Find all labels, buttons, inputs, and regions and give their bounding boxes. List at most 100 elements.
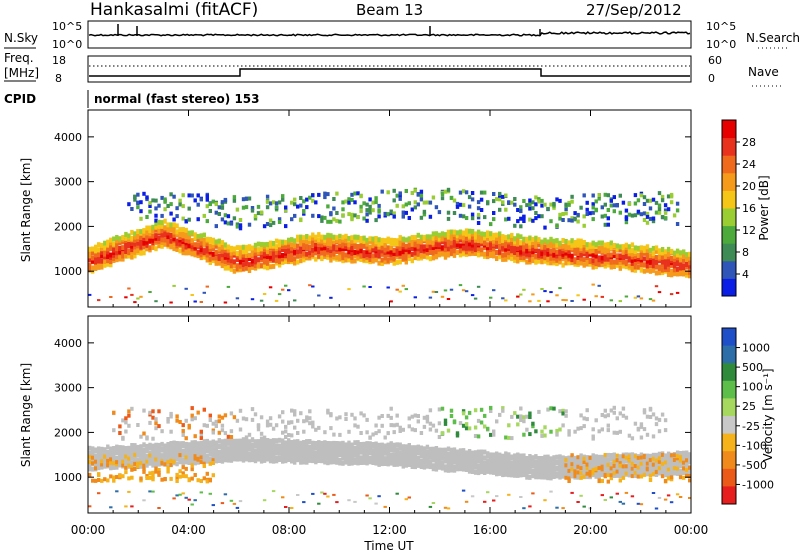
- power-cell: [293, 256, 297, 262]
- velocity-cell: [287, 433, 291, 437]
- velocity-cell: [552, 455, 556, 461]
- velocity-cell: [440, 406, 445, 411]
- power-cell: [139, 295, 143, 298]
- power-cell: [579, 243, 583, 249]
- velocity-cell: [265, 438, 270, 443]
- velocity-cell: [688, 458, 692, 463]
- velocity-cell: [606, 413, 610, 418]
- power-cell: [540, 198, 544, 203]
- velocity-cell: [600, 479, 604, 483]
- velocity-cell: [452, 464, 457, 470]
- velocity-cell: [540, 467, 544, 473]
- power-cell: [440, 250, 445, 256]
- velocity-cell: [546, 469, 550, 475]
- velocity-cell: [492, 458, 496, 464]
- power-cell: [492, 192, 496, 196]
- power-cell: [440, 295, 445, 298]
- power-cell: [401, 242, 405, 248]
- velocity-cell: [208, 456, 212, 462]
- velocity-cell: [151, 436, 155, 441]
- power-cell: [371, 243, 375, 249]
- velocity-cell: [564, 468, 568, 474]
- power-cell: [642, 218, 647, 222]
- power-cell: [106, 246, 110, 252]
- power-cell: [124, 241, 128, 247]
- power-cell: [688, 251, 692, 257]
- power-colorbar-swatch: [722, 137, 736, 156]
- velocity-cell: [172, 448, 176, 454]
- power-cell: [519, 205, 523, 210]
- power-cell: [486, 248, 490, 254]
- velocity-cell: [172, 440, 176, 446]
- velocity-cell: [175, 476, 179, 481]
- power-cell: [401, 249, 405, 255]
- velocity-cell: [567, 429, 571, 434]
- power-cell: [579, 260, 583, 266]
- power-cell: [229, 245, 234, 251]
- power-cell: [440, 236, 445, 241]
- velocity-cell: [642, 455, 647, 460]
- velocity-cell: [666, 451, 671, 457]
- time-axis-label: Time UT: [363, 539, 414, 553]
- velocity-cell: [136, 444, 140, 450]
- power-cell: [651, 216, 656, 221]
- velocity-cell: [603, 470, 607, 476]
- power-cell: [570, 218, 574, 223]
- velocity-cell: [531, 421, 535, 426]
- velocity-cell: [440, 455, 445, 461]
- power-cell: [302, 238, 306, 244]
- velocity-cell: [97, 450, 101, 456]
- power-cell: [160, 232, 164, 238]
- power-cell: [241, 205, 246, 210]
- power-cell: [467, 195, 472, 200]
- power-cell: [582, 257, 586, 263]
- velocity-cell: [428, 449, 433, 455]
- velocity-cell: [516, 414, 520, 419]
- power-cell: [274, 299, 279, 302]
- power-cell: [91, 246, 95, 252]
- velocity-cell: [510, 436, 514, 441]
- power-cell: [470, 239, 475, 245]
- velocity-cell: [232, 448, 237, 454]
- power-cell: [320, 218, 324, 223]
- power-cell: [522, 236, 526, 242]
- power-cell: [91, 265, 95, 271]
- power-cell: [522, 215, 526, 220]
- velocity-cell: [374, 447, 378, 453]
- velocity-cell: [356, 457, 360, 463]
- power-cell: [531, 240, 535, 245]
- velocity-cell: [473, 464, 478, 470]
- power-cell: [440, 245, 445, 251]
- velocity-cell: [281, 455, 285, 461]
- power-cell: [359, 243, 363, 249]
- power-cell: [199, 233, 203, 239]
- velocity-cell: [651, 462, 656, 467]
- power-cell: [461, 203, 466, 208]
- velocity-cell: [130, 449, 134, 455]
- power-cell: [100, 246, 104, 251]
- power-cell: [498, 191, 502, 196]
- power-cell: [274, 249, 279, 255]
- velocity-cell: [235, 454, 240, 459]
- power-cell: [434, 231, 439, 237]
- power-cell: [262, 242, 267, 248]
- velocity-cell: [169, 444, 173, 450]
- velocity-cell: [250, 417, 255, 422]
- velocity-cell: [274, 443, 279, 449]
- power-cell: [205, 245, 209, 251]
- velocity-cell: [115, 449, 119, 455]
- velocity-cell: [290, 440, 294, 445]
- power-cell: [615, 253, 619, 259]
- power-cell: [425, 234, 430, 240]
- velocity-cell: [205, 471, 209, 476]
- power-cell: [350, 217, 354, 222]
- power-cell: [464, 190, 469, 195]
- velocity-cell: [630, 436, 635, 441]
- velocity-cell: [452, 447, 457, 453]
- velocity-cell: [534, 459, 538, 465]
- power-cell: [669, 200, 674, 205]
- velocity-cell: [94, 459, 98, 464]
- velocity-cell: [585, 471, 589, 476]
- velocity-cell: [386, 457, 390, 463]
- velocity-cell: [244, 454, 249, 460]
